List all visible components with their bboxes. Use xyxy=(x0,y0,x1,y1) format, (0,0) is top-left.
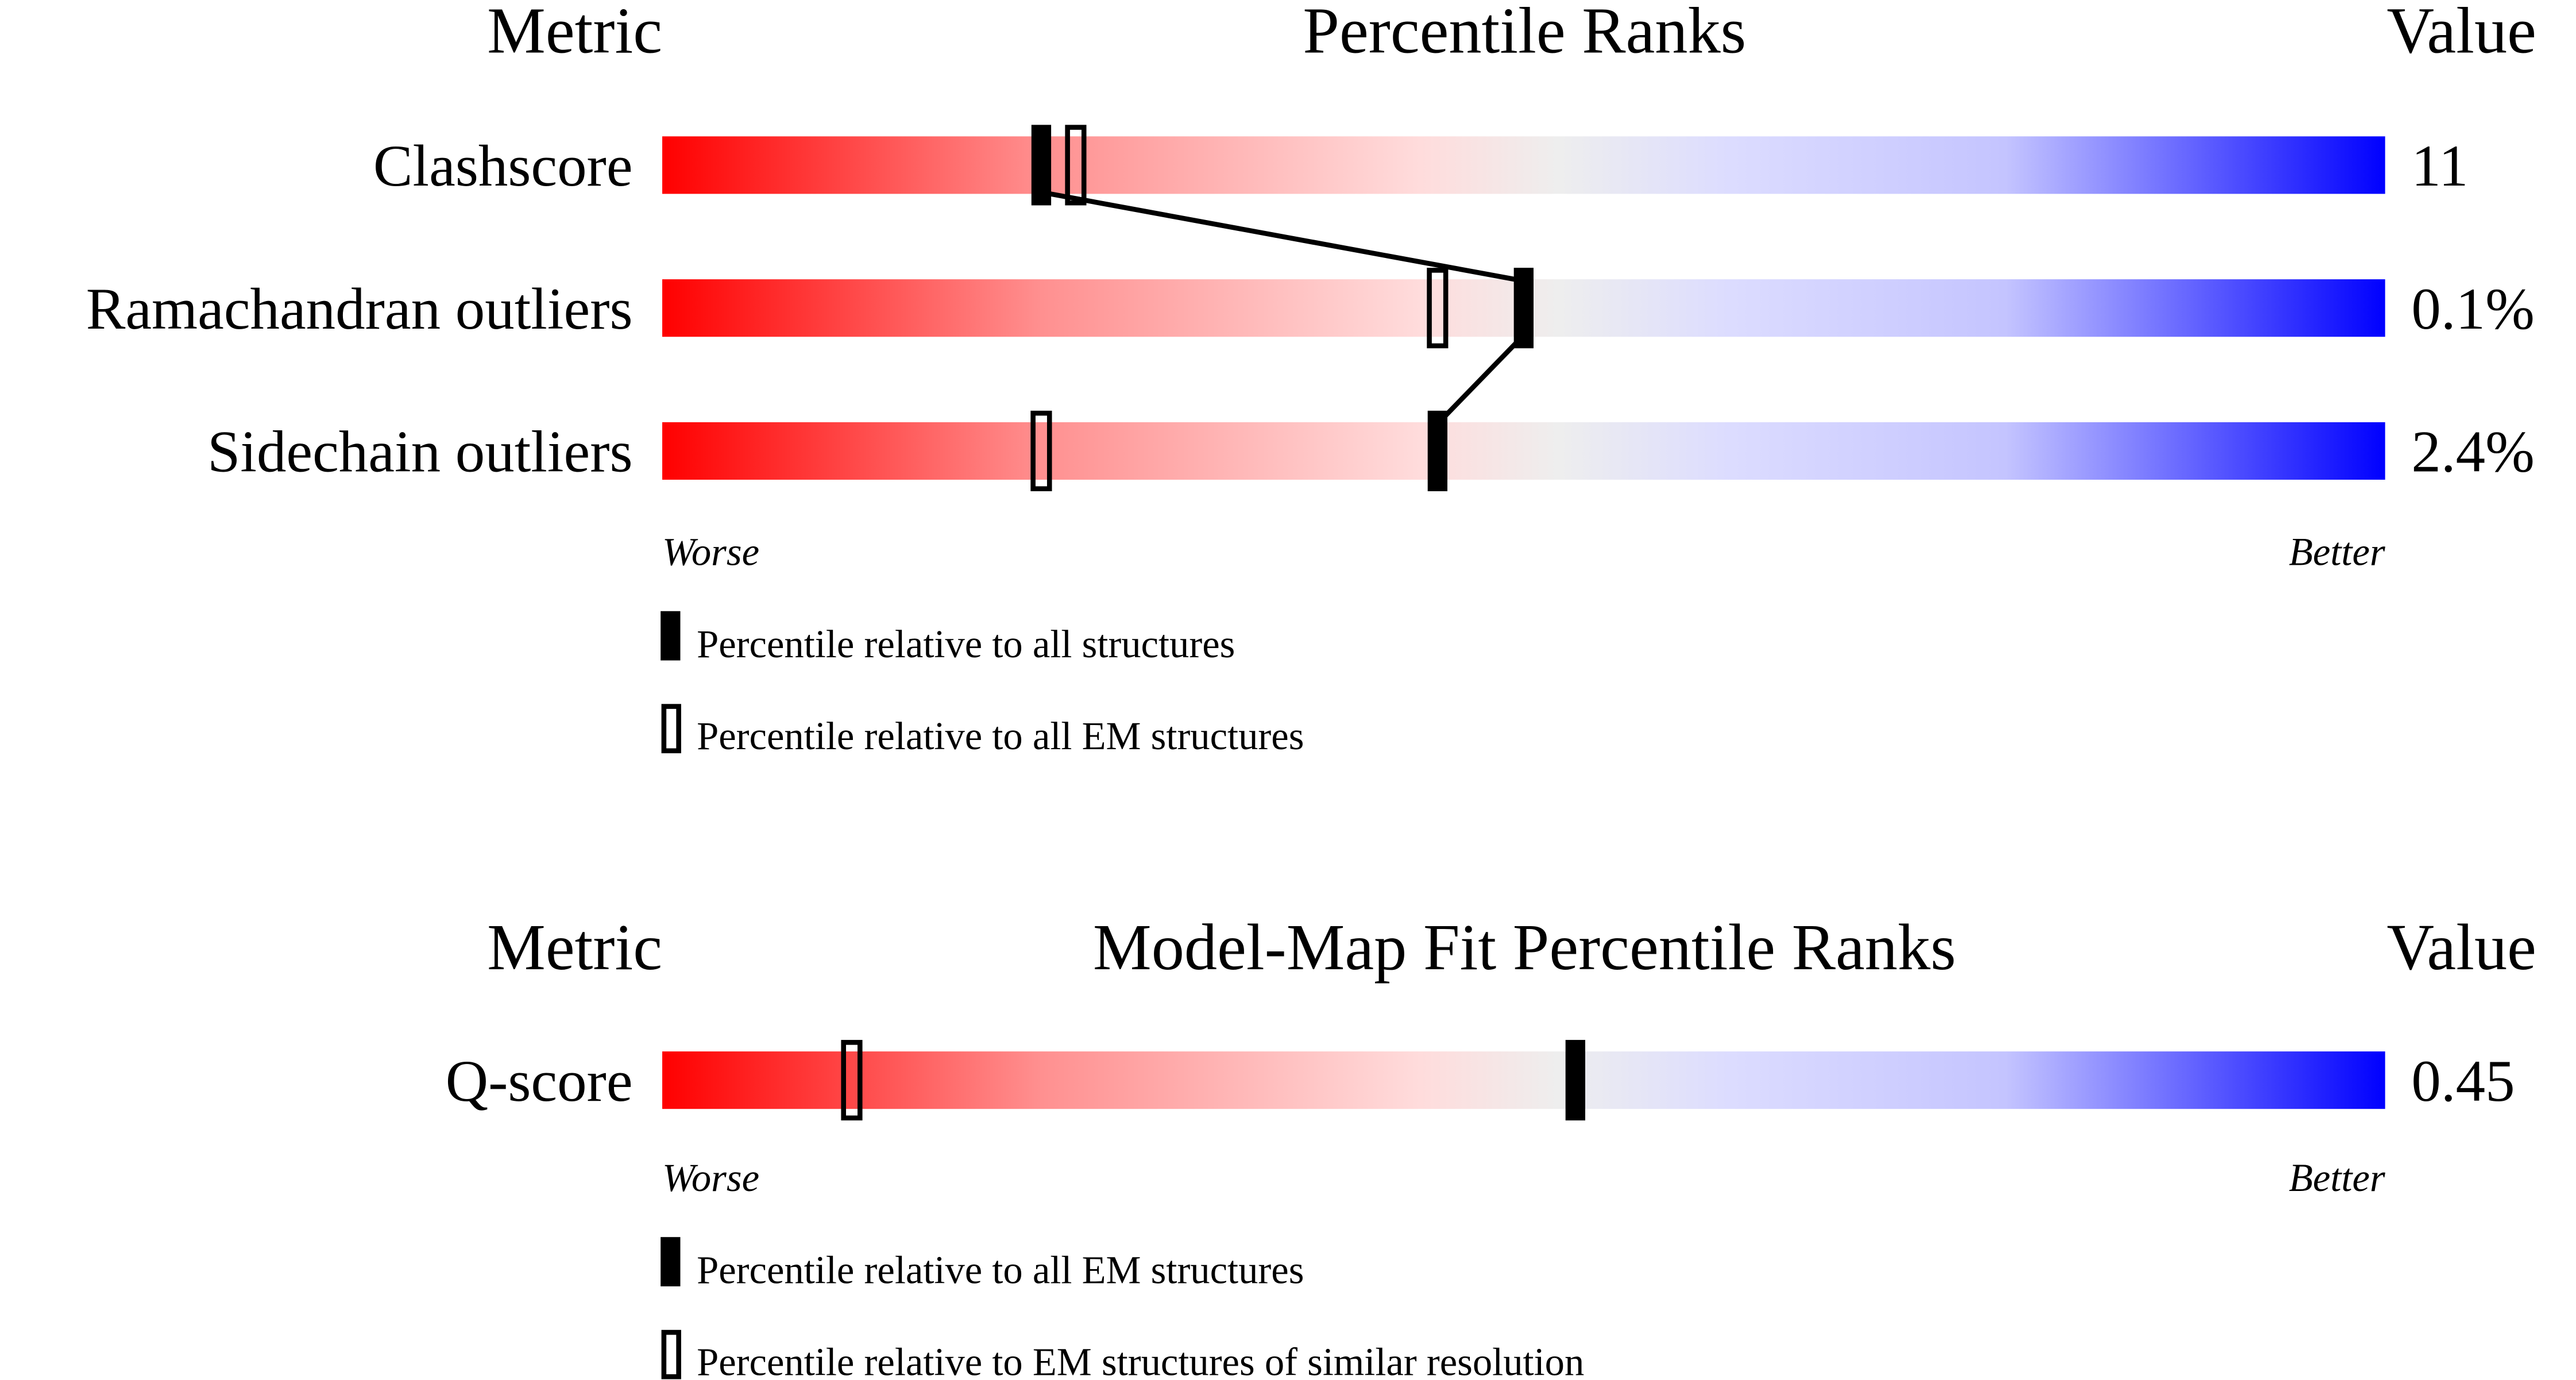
header-metric: Metric xyxy=(487,0,662,67)
metric-label: Clashscore xyxy=(373,133,633,199)
metric-value: 2.4% xyxy=(2411,419,2534,485)
marker-open xyxy=(1065,125,1087,206)
legend-filled-label: Percentile relative to all structures xyxy=(697,622,1235,666)
marker-filled xyxy=(1565,1040,1585,1121)
marker-open xyxy=(1030,410,1052,491)
legend-filled-marker-2 xyxy=(661,1237,681,1287)
axis-label-worse: Worse xyxy=(662,530,759,574)
chart-title: Percentile Ranks xyxy=(1303,0,1746,67)
header-value: Value xyxy=(2387,0,2536,67)
percentile-bar xyxy=(662,136,2385,194)
connector-line xyxy=(1041,190,1524,284)
legend-open-marker-2 xyxy=(661,1329,681,1379)
axis-label-better: Better xyxy=(2289,530,2385,574)
metric-label: Sidechain outliers xyxy=(207,419,632,485)
chart-title-2: Model-Map Fit Percentile Ranks xyxy=(1093,911,1956,984)
metric-value: 11 xyxy=(2411,133,2468,199)
legend-open-marker xyxy=(661,704,681,754)
marker-open xyxy=(1427,268,1449,349)
connector-line xyxy=(1435,333,1525,426)
axis-label-worse-2: Worse xyxy=(662,1156,759,1200)
metric-label: Ramachandran outliers xyxy=(86,276,633,342)
header-metric-2: Metric xyxy=(487,911,662,984)
metric-value: 0.45 xyxy=(2411,1049,2515,1114)
metric-label: Q-score xyxy=(446,1049,633,1114)
percentile-bar xyxy=(662,422,2385,480)
percentile-bar xyxy=(662,1051,2385,1109)
legend-open-label-2: Percentile relative to EM structures of … xyxy=(697,1340,1584,1380)
metric-value: 0.1% xyxy=(2411,276,2534,342)
header-value-2: Value xyxy=(2387,911,2536,984)
legend-filled-label-2: Percentile relative to all EM structures xyxy=(697,1248,1304,1292)
axis-label-better-2: Better xyxy=(2289,1156,2385,1200)
marker-open xyxy=(841,1040,863,1121)
marker-filled xyxy=(1427,410,1448,491)
legend-open-label: Percentile relative to all EM structures xyxy=(697,714,1304,758)
legend-filled-marker xyxy=(661,611,681,661)
